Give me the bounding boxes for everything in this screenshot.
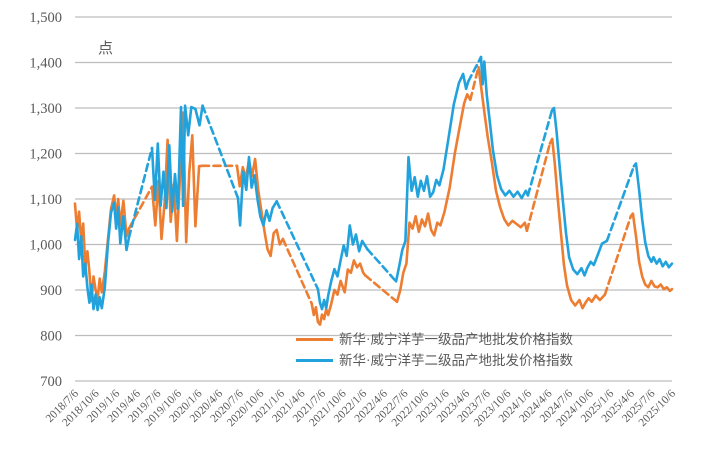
series-2-line-segment-solid <box>316 224 369 311</box>
y-axis-tick-label: 900 <box>40 283 62 299</box>
series-2-line-segment-solid <box>550 106 609 277</box>
series-2-line-segment-solid <box>394 72 470 283</box>
legend-label-grade1: 新华·威宁洋芋一级品产地批发价格指数 <box>339 332 573 347</box>
series-1-line-segment-solid <box>477 65 529 233</box>
series-1-line-segment-solid <box>395 93 472 304</box>
y-axis-tick-label: 1,500 <box>29 10 62 26</box>
series-1-line-segment-dashed <box>281 237 314 305</box>
y-axis-tick-label: 1,300 <box>29 101 62 117</box>
legend-item-grade2: 新华·威宁洋芋二级品产地批发价格指数 <box>296 352 573 369</box>
legend-swatch-1 <box>296 338 333 341</box>
legend: 新华·威宁洋芋一级品产地批发价格指数 新华·威宁洋芋二级品产地批发价格指数 <box>296 331 573 369</box>
series-1-line-segment-dashed <box>603 215 633 296</box>
series-2-line-segment-solid <box>150 104 204 213</box>
series-1-line-segment-dashed <box>468 65 480 102</box>
series-2-line-segment-solid <box>632 162 674 269</box>
legend-swatch-2 <box>296 359 333 362</box>
series-2-line-segment-solid <box>73 201 131 312</box>
series-2-line-segment-dashed <box>466 55 483 83</box>
y-axis-tick-label: 1,100 <box>29 192 62 208</box>
y-axis-tick-label: 1,200 <box>29 147 62 163</box>
series-1-line-segment-solid <box>73 194 131 303</box>
series-1-line-segment-solid <box>548 137 607 310</box>
legend-item-grade1: 新华·威宁洋芋一级品产地批发价格指数 <box>296 331 573 348</box>
series-2-line-segment-solid <box>236 155 279 227</box>
series-1-line-segment-solid <box>629 212 674 293</box>
series-2-line-segment-dashed <box>605 164 636 243</box>
y-axis-unit-label: 点 <box>98 41 115 57</box>
series-2-line-segment-dashed <box>127 146 154 239</box>
legend-label-grade2: 新华·威宁洋芋二级品产地批发价格指数 <box>339 353 573 368</box>
series-1-line-segment-solid <box>310 259 367 326</box>
y-axis-tick-label: 800 <box>40 329 62 345</box>
series-1-line-segment-solid <box>150 111 204 244</box>
series-2-line-segment-dashed <box>201 104 240 200</box>
series-1-line-segment-dashed <box>363 274 399 304</box>
y-axis-tick-label: 1,000 <box>29 238 62 254</box>
series-2-line-segment-dashed <box>275 200 320 291</box>
series-2-line-segment-solid <box>479 55 530 200</box>
series-2-line-segment-dashed <box>526 109 554 197</box>
series-1-line-segment-dashed <box>525 142 552 233</box>
series-2-line-segment-dashed <box>365 247 398 283</box>
y-axis-tick-label: 700 <box>40 374 62 390</box>
y-axis-tick-label: 1,400 <box>29 56 62 72</box>
